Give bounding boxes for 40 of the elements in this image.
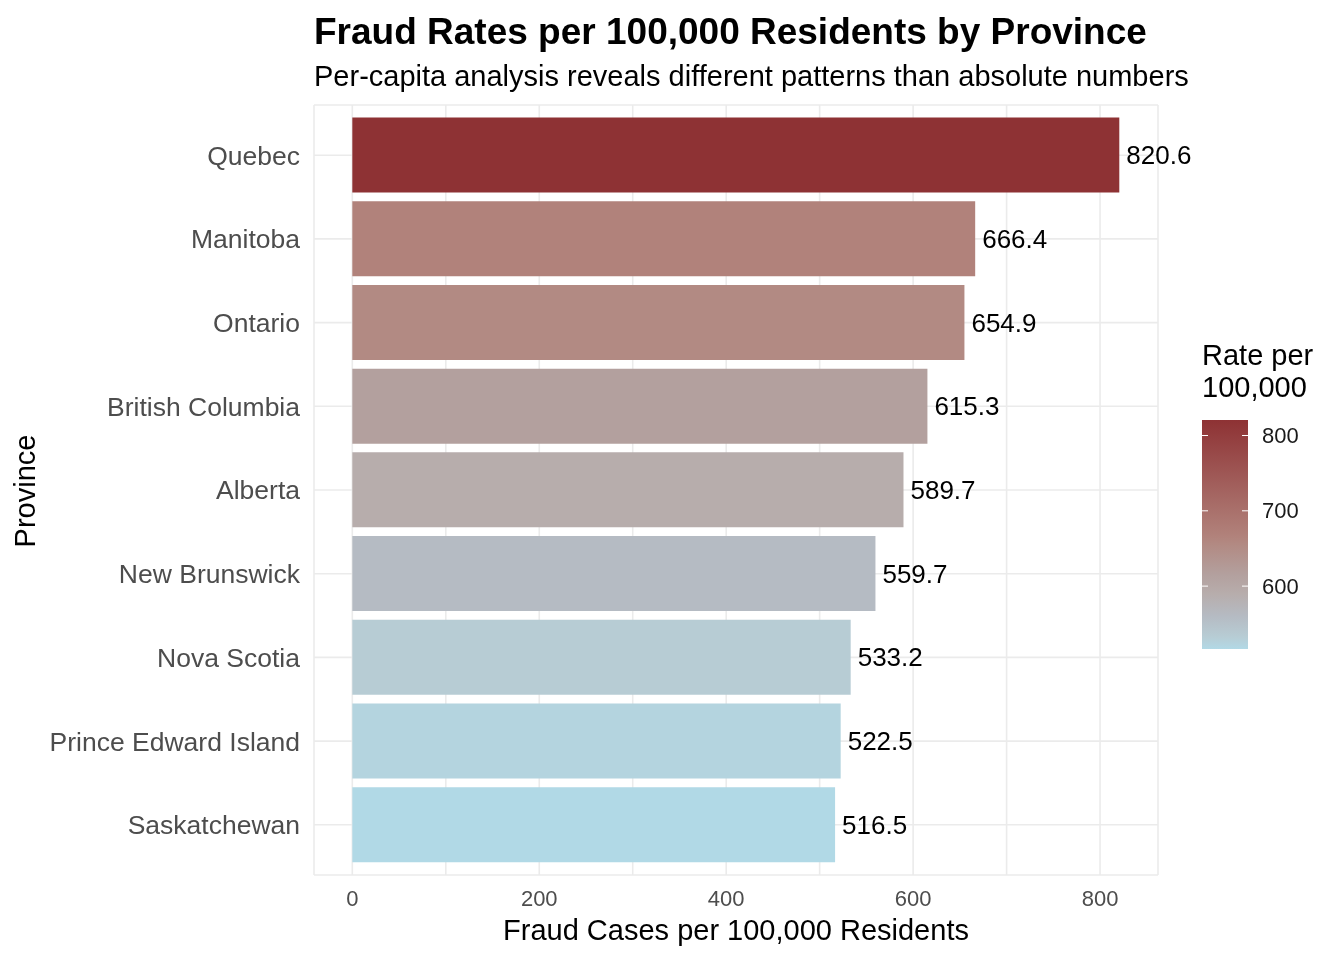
bar	[352, 201, 976, 277]
data-label: 516.5	[842, 809, 908, 840]
data-label: 522.5	[847, 726, 913, 757]
color-bar-label: 700	[1262, 498, 1299, 524]
bar	[352, 368, 928, 444]
x-tick-label: 600	[894, 885, 932, 911]
x-axis-title: Fraud Cases per 100,000 Residents	[503, 914, 969, 946]
y-tick-label: Nova Scotia	[157, 642, 301, 673]
x-tick-label: 800	[1081, 885, 1119, 911]
y-tick-label: Ontario	[213, 308, 300, 339]
bar	[352, 452, 904, 528]
y-tick-label: Prince Edward Island	[49, 726, 300, 757]
color-bar-label: 600	[1262, 573, 1299, 599]
data-label: 589.7	[910, 475, 976, 506]
bar	[352, 787, 836, 863]
y-tick-label: Manitoba	[190, 224, 301, 255]
x-tick-label: 200	[520, 885, 558, 911]
bar	[352, 619, 851, 695]
chart-subtitle: Per-capita analysis reveals different patterns than absolute numbers	[314, 60, 1189, 92]
x-tick-label: 400	[707, 885, 745, 911]
data-label: 666.4	[982, 223, 1048, 254]
color-bar-title: Rate per 100,000	[1202, 339, 1315, 403]
x-tick-label: 0	[346, 885, 359, 911]
data-label: 615.3	[934, 391, 1000, 422]
color-bar-label: 800	[1262, 423, 1299, 449]
y-tick-label: Quebec	[207, 140, 300, 171]
data-label: 654.9	[971, 307, 1037, 338]
bar	[352, 536, 876, 612]
y-tick-label: British Columbia	[107, 391, 301, 422]
bar	[352, 703, 841, 779]
y-tick-label: New Brunswick	[118, 559, 301, 590]
data-label: 533.2	[857, 642, 923, 673]
bar	[352, 284, 965, 360]
chart-title: Fraud Rates per 100,000 Residents by Province	[314, 11, 1147, 52]
bar	[352, 117, 1120, 193]
data-label: 820.6	[1126, 140, 1192, 171]
y-tick-label: Alberta	[216, 475, 301, 506]
data-label: 559.7	[882, 558, 948, 589]
y-tick-label: Saskatchewan	[127, 810, 300, 841]
y-axis-title: Province	[8, 434, 41, 548]
